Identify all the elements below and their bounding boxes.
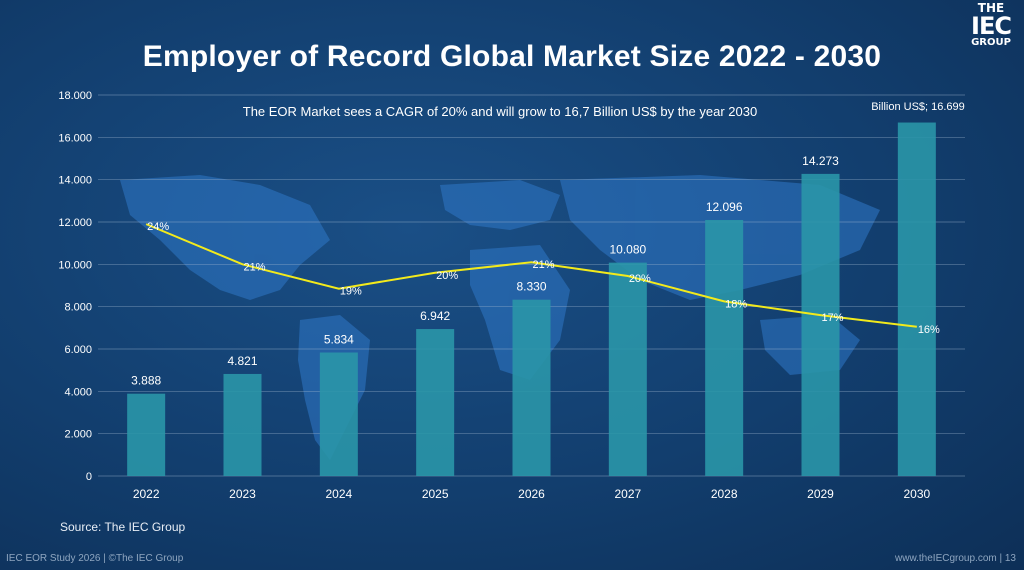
- y-tick-label: 10.000: [58, 259, 92, 271]
- source-note: Source: The IEC Group: [60, 520, 186, 534]
- bar: [512, 299, 551, 476]
- growth-rate-label: 17%: [821, 312, 843, 324]
- bar: [705, 219, 744, 476]
- growth-line: [145, 223, 917, 328]
- x-tick-label: 2023: [229, 487, 256, 501]
- bar-value-label: 6.942: [420, 309, 450, 323]
- bar: [897, 122, 936, 476]
- x-axis-ticks: 2022 2023 2024 2025 2026 2027 2028 2029 2030: [133, 487, 931, 501]
- bar: [608, 262, 647, 476]
- logo-line-1: THE: [977, 1, 1005, 15]
- iec-group-logo: THE IEC GROUP: [962, 2, 1020, 48]
- growth-line-series: [145, 223, 917, 328]
- bar-value-label: 4.821: [227, 354, 257, 368]
- bar-value-label: 12.096: [706, 200, 743, 214]
- bar-value-label: 8.330: [516, 280, 546, 294]
- growth-rate-label: 20%: [436, 270, 458, 282]
- y-axis-ticks: 0 2.000 4.000 6.000 8.000 10.000 12.000 14.000 1…: [58, 90, 92, 483]
- bar-value-labels: 3.888 4.821 5.834 6.942 8.330 10.080 12.096 14.…: [131, 154, 839, 388]
- footer-right: www.theIECgroup.com | 13: [895, 553, 1016, 564]
- unit-note: Billion US$; 16.699: [871, 101, 965, 113]
- logo-line-2: IEC: [971, 12, 1012, 40]
- growth-rate-labels: 24% 21% 19% 20% 21% 20% 18% 17% 16%: [147, 221, 940, 336]
- growth-rate-label: 19%: [340, 286, 362, 298]
- chart-title: Employer of Record Global Market Size 20…: [142, 40, 882, 73]
- growth-rate-label: 20%: [629, 273, 651, 285]
- bar-value-label: 3.888: [131, 374, 161, 388]
- bar-value-label: 10.080: [609, 243, 646, 257]
- bar: [319, 352, 358, 476]
- cagr-annotation: The EOR Market sees a CAGR of 20% and wi…: [243, 104, 757, 119]
- y-tick-label: 8.000: [64, 302, 92, 314]
- y-tick-label: 0: [86, 471, 92, 483]
- y-tick-label: 6.000: [64, 344, 92, 356]
- bar: [416, 329, 455, 476]
- y-tick-label: 12.000: [58, 217, 92, 229]
- x-tick-label: 2022: [133, 487, 160, 501]
- bar: [127, 393, 166, 476]
- growth-rate-label: 21%: [532, 259, 554, 271]
- growth-rate-label: 16%: [918, 324, 940, 336]
- growth-rate-label: 18%: [725, 298, 747, 310]
- bar: [223, 373, 262, 476]
- logo-line-3: GROUP: [971, 37, 1011, 48]
- bar-value-label: 5.834: [324, 333, 354, 347]
- x-tick-label: 2028: [711, 487, 738, 501]
- x-tick-label: 2029: [807, 487, 834, 501]
- x-tick-label: 2025: [422, 487, 449, 501]
- x-tick-label: 2024: [325, 487, 352, 501]
- y-tick-label: 2.000: [64, 429, 92, 441]
- growth-rate-label: 21%: [243, 261, 265, 273]
- bar-value-label: 14.273: [802, 154, 839, 168]
- x-tick-label: 2026: [518, 487, 545, 501]
- bar-series: [127, 122, 936, 476]
- y-tick-label: 16.000: [58, 132, 92, 144]
- y-tick-label: 4.000: [64, 386, 92, 398]
- x-tick-label: 2027: [614, 487, 641, 501]
- x-tick-label: 2030: [903, 487, 930, 501]
- y-tick-label: 14.000: [58, 175, 92, 187]
- growth-rate-label: 24%: [147, 221, 169, 233]
- y-tick-label: 18.000: [58, 90, 92, 102]
- bar: [801, 173, 840, 476]
- footer-left: IEC EOR Study 2026 | ©The IEC Group: [6, 553, 184, 564]
